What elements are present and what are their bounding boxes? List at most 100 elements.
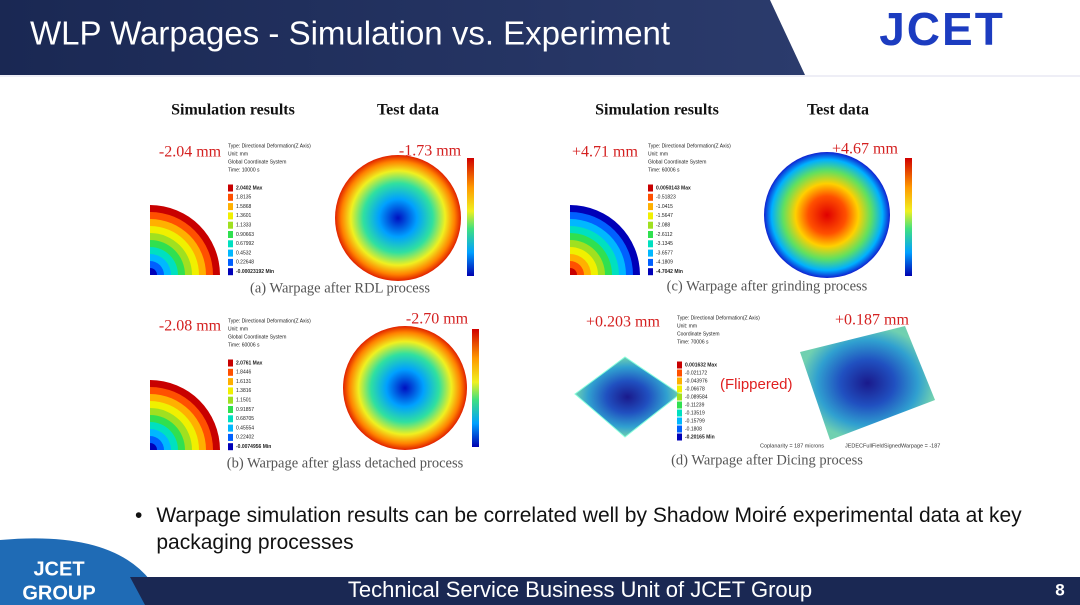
legend-info: Type: Directional Deformation(Z Axis) <box>228 143 311 149</box>
legend-value: -4.1809 <box>656 260 673 266</box>
note: (Flippered) <box>720 376 793 393</box>
legend-swatch <box>648 240 653 248</box>
legend-value: -0.089584 <box>685 394 708 400</box>
legend-value: 0.0050143 Max <box>656 185 691 191</box>
legend-value: -0.15799 <box>685 418 705 424</box>
sim-value: +0.203 mm <box>586 314 660 331</box>
legend-value: -0.20165 Min <box>685 434 715 440</box>
legend-value: -0.51823 <box>656 195 676 201</box>
legend-info: Type: Directional Deformation(Z Axis) <box>677 315 760 321</box>
test-value: +0.187 mm <box>835 312 909 329</box>
legend-value: -1.5647 <box>656 213 673 219</box>
test-plot <box>764 152 890 278</box>
legend-swatch <box>677 385 682 393</box>
sim-value: -2.04 mm <box>159 144 222 161</box>
legend-value: 1.6131 <box>236 379 252 385</box>
legend-info: Unit: mm <box>648 151 668 157</box>
bullet-text: Warpage simulation results can be correl… <box>156 504 1022 554</box>
legend-value: 0.68705 <box>236 416 254 422</box>
sim-value: +4.71 mm <box>572 144 638 161</box>
coplanarity: Coplanarity = 187 microns <box>760 443 824 449</box>
legend-swatch <box>228 268 233 276</box>
legend-value: 0.90663 <box>236 232 254 238</box>
legend-swatch <box>228 221 233 229</box>
sim-contour <box>150 443 157 450</box>
test-colorbar <box>467 158 474 276</box>
legend-swatch <box>228 387 233 395</box>
legend-swatch <box>648 193 653 201</box>
footer-group: GROUP <box>22 582 95 604</box>
caption: (a) Warpage after RDL process <box>250 280 430 296</box>
legend-value: 1.3601 <box>236 213 252 219</box>
caption: (d) Warpage after Dicing process <box>671 452 863 468</box>
legend-swatch <box>228 378 233 386</box>
legend-value: -0.00023192 Min <box>236 269 274 275</box>
column-header: Simulation results <box>595 102 719 119</box>
legend-value: 2.0761 Max <box>236 360 263 366</box>
legend-swatch <box>228 203 233 211</box>
column-header: Test data <box>807 102 869 119</box>
legend-swatch <box>677 401 682 409</box>
legend-swatch <box>228 359 233 367</box>
legend-value: 0.22648 <box>236 260 254 266</box>
legend-swatch <box>677 433 682 441</box>
legend-swatch <box>228 415 233 423</box>
legend-swatch <box>228 193 233 201</box>
legend-info: Global Coordinate System <box>228 159 286 165</box>
sim-contour <box>150 268 157 275</box>
test-value: +4.67 mm <box>832 141 898 158</box>
legend-swatch <box>648 221 653 229</box>
test-colorbar <box>905 158 912 276</box>
legend-info: Coordinate System <box>677 331 720 337</box>
bullet: • Warpage simulation results can be corre… <box>135 502 1035 556</box>
legend-swatch <box>228 231 233 238</box>
legend-swatch <box>648 268 653 276</box>
legend-info: Unit: mm <box>228 151 248 157</box>
column-header: Simulation results <box>171 102 295 119</box>
legend-value: -0.043976 <box>685 378 708 384</box>
legend-info: Time: 10000 s <box>228 167 260 173</box>
legend-swatch <box>648 231 653 238</box>
legend-value: 0.67992 <box>236 241 254 247</box>
legend-swatch <box>648 203 653 211</box>
legend-value: 0.45554 <box>236 425 254 431</box>
legend-info: Type: Directional Deformation(Z Axis) <box>648 143 731 149</box>
legend-value: -0.1808 <box>685 426 702 432</box>
legend-value: -4.7042 Min <box>656 269 683 275</box>
legend-swatch <box>228 424 233 432</box>
legend-swatch <box>228 433 233 441</box>
legend-value: 1.5868 <box>236 204 252 210</box>
test-plot <box>343 326 467 450</box>
footer-text: Technical Service Business Unit of JCET … <box>348 577 812 602</box>
bullets: • Warpage simulation results can be corre… <box>135 502 1035 556</box>
legend-info: Time: 60006 s <box>228 342 260 348</box>
legend-info: Global Coordinate System <box>648 159 706 165</box>
legend-swatch <box>228 258 233 266</box>
test-value: -1.73 mm <box>399 143 462 160</box>
test-value: -2.70 mm <box>406 311 469 328</box>
legend-value: 2.0402 Max <box>236 185 263 191</box>
legend-info: Unit: mm <box>228 326 248 332</box>
legend-value: 1.3816 <box>236 388 252 394</box>
page-number: 8 <box>1055 580 1064 599</box>
bullet-dot: • <box>135 504 143 527</box>
sim-plot <box>574 356 681 438</box>
legend-value: 0.001632 Max <box>685 362 717 368</box>
legend-value: -0.06678 <box>685 386 705 392</box>
footer-wave <box>0 538 160 605</box>
jedec: JEDECFullFieldSignedWarpage = -187 <box>845 443 940 449</box>
test-plot <box>335 155 461 281</box>
legend-swatch <box>648 249 653 257</box>
legend-swatch <box>677 409 682 417</box>
legend-swatch <box>677 377 682 385</box>
legend-value: 0.91857 <box>236 407 254 413</box>
legend-value: -3.6577 <box>656 250 673 256</box>
legend-swatch <box>228 443 233 451</box>
legend-value: -0.11239 <box>685 402 705 408</box>
legend-swatch <box>677 425 682 433</box>
test-plot <box>800 326 935 440</box>
legend-value: 1.8135 <box>236 195 252 201</box>
legend-swatch <box>228 249 233 257</box>
legend-info: Type: Directional Deformation(Z Axis) <box>228 318 311 324</box>
